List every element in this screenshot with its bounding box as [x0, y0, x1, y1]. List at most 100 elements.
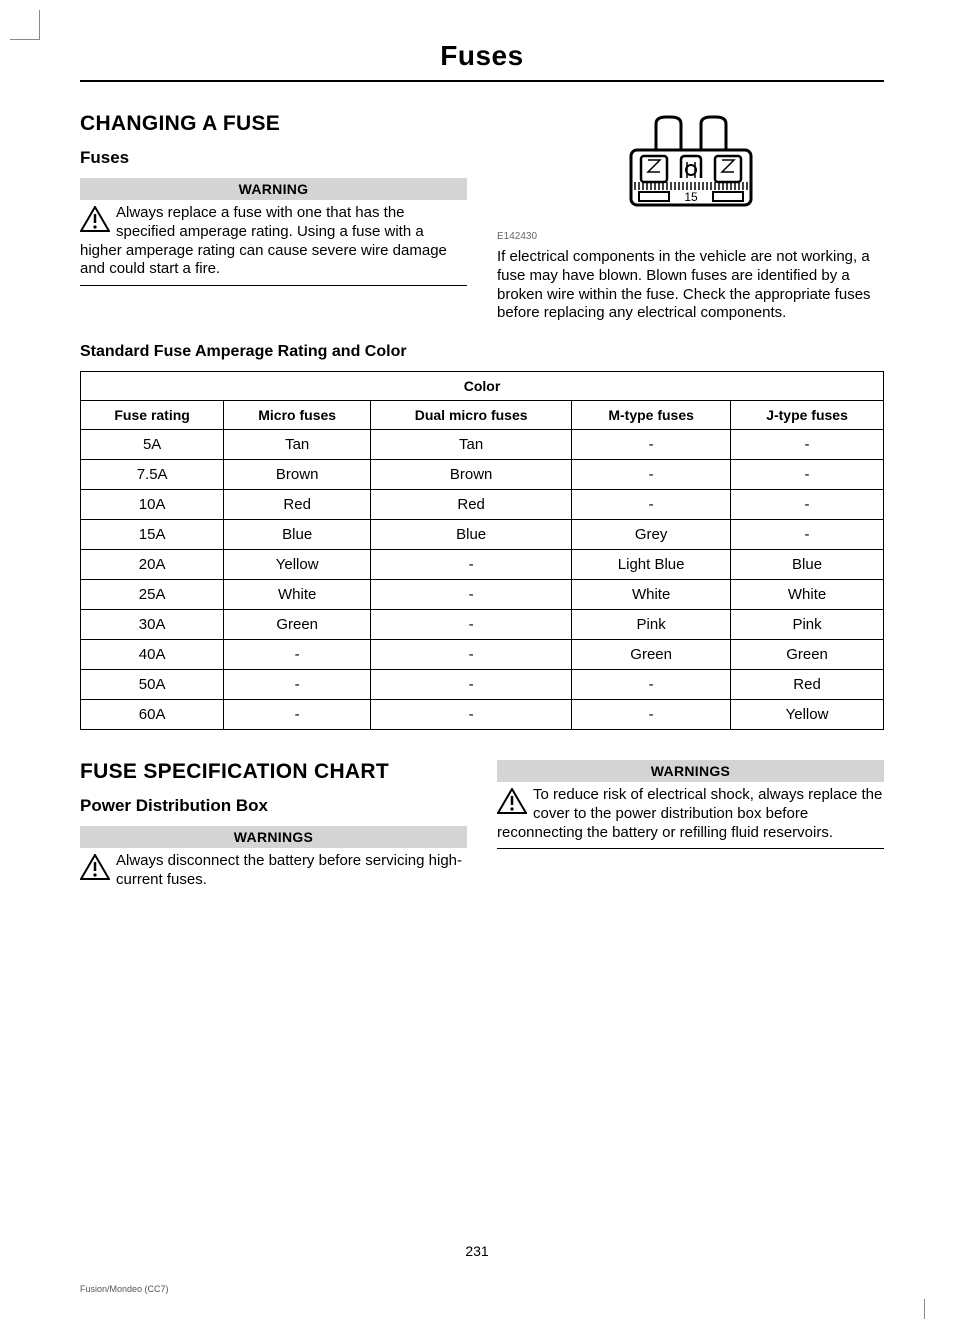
warning-text: Always replace a fuse with one that has …	[80, 204, 447, 277]
table-cell: -	[572, 670, 731, 700]
warning-icon	[80, 206, 110, 238]
table-row: 5ATanTan--	[81, 430, 884, 460]
table-cell: Yellow	[731, 700, 884, 730]
table-cell: -	[731, 490, 884, 520]
table-cell: 60A	[81, 700, 224, 730]
warning-icon	[80, 854, 110, 886]
table-cell: -	[224, 640, 371, 670]
table-row: 25AWhite-WhiteWhite	[81, 580, 884, 610]
table-cell: Green	[572, 640, 731, 670]
warning-left-body: Always disconnect the battery before ser…	[80, 852, 467, 890]
table-row: 60A---Yellow	[81, 700, 884, 730]
table-row: 20AYellow-Light BlueBlue	[81, 550, 884, 580]
table-row: 30AGreen-PinkPink	[81, 610, 884, 640]
warnings-banner-right: WARNINGS	[497, 760, 884, 782]
warning-text: Always disconnect the battery before ser…	[116, 852, 462, 888]
table-cell: Yellow	[224, 550, 371, 580]
warning-icon	[497, 788, 527, 820]
table-cell: 50A	[81, 670, 224, 700]
table-cell: Pink	[572, 610, 731, 640]
table-cell: 5A	[81, 430, 224, 460]
crop-mark	[10, 10, 40, 40]
table-cell: Brown	[371, 460, 572, 490]
col-m-type: M-type fuses	[572, 401, 731, 430]
fuse-color-table: Color Fuse rating Micro fuses Dual micro…	[80, 371, 884, 730]
left-column-lower: FUSE SPECIFICATION CHART Power Distribut…	[80, 760, 467, 890]
upper-columns: CHANGING A FUSE Fuses WARNING Always rep…	[80, 112, 884, 323]
table-cell: -	[224, 700, 371, 730]
page-number: 231	[0, 1243, 954, 1259]
table-cell: Pink	[731, 610, 884, 640]
fuse-rating-label: 15	[684, 190, 698, 204]
table-cell: 25A	[81, 580, 224, 610]
power-dist-subheading: Power Distribution Box	[80, 796, 467, 816]
table-cell: -	[371, 670, 572, 700]
table-super-header: Color	[81, 372, 884, 401]
table-cell: 30A	[81, 610, 224, 640]
table-cell: 15A	[81, 520, 224, 550]
col-dual-micro: Dual micro fuses	[371, 401, 572, 430]
table-cell: Red	[371, 490, 572, 520]
table-cell: -	[572, 700, 731, 730]
col-j-type: J-type fuses	[731, 401, 884, 430]
table-cell: -	[731, 460, 884, 490]
table-cell: White	[731, 580, 884, 610]
table-cell: Tan	[371, 430, 572, 460]
table-cell: -	[371, 580, 572, 610]
table-row: 15ABlueBlueGrey-	[81, 520, 884, 550]
table-cell: -	[224, 670, 371, 700]
warnings-banner-left: WARNINGS	[80, 826, 467, 848]
table-cell: -	[371, 700, 572, 730]
table-heading: Standard Fuse Amperage Rating and Color	[80, 343, 884, 361]
warning-block: Always replace a fuse with one that has …	[80, 204, 467, 286]
table-cell: Grey	[572, 520, 731, 550]
table-cell: -	[572, 490, 731, 520]
table-cell: White	[224, 580, 371, 610]
col-fuse-rating: Fuse rating	[81, 401, 224, 430]
table-cell: 10A	[81, 490, 224, 520]
table-cell: Blue	[224, 520, 371, 550]
fuse-spec-heading: FUSE SPECIFICATION CHART	[80, 760, 467, 784]
table-cell: 40A	[81, 640, 224, 670]
right-column-lower: WARNINGS To reduce risk of electrical sh…	[497, 760, 884, 890]
table-cell: White	[572, 580, 731, 610]
warning-right-block: To reduce risk of electrical shock, alwa…	[497, 786, 884, 849]
warning-right-body: To reduce risk of electrical shock, alwa…	[497, 786, 884, 842]
table-cell: Brown	[224, 460, 371, 490]
table-cell: Tan	[224, 430, 371, 460]
table-cell: -	[371, 610, 572, 640]
col-micro: Micro fuses	[224, 401, 371, 430]
table-cell: -	[572, 430, 731, 460]
table-cell: 20A	[81, 550, 224, 580]
table-cell: -	[371, 550, 572, 580]
table-cell: -	[731, 520, 884, 550]
table-cell: 7.5A	[81, 460, 224, 490]
table-row: 40A--GreenGreen	[81, 640, 884, 670]
table-row: 7.5ABrownBrown--	[81, 460, 884, 490]
table-row: 50A---Red	[81, 670, 884, 700]
footer-label: Fusion/Mondeo (CC7)	[80, 1284, 169, 1294]
left-column: CHANGING A FUSE Fuses WARNING Always rep…	[80, 112, 467, 323]
warning-banner: WARNING	[80, 178, 467, 200]
table-cell: Light Blue	[572, 550, 731, 580]
figure-ref-label: E142430	[497, 231, 884, 242]
fuses-subheading: Fuses	[80, 148, 467, 168]
table-row: 10ARedRed--	[81, 490, 884, 520]
changing-fuse-heading: CHANGING A FUSE	[80, 112, 467, 136]
table-cell: -	[731, 430, 884, 460]
table-cell: Green	[731, 640, 884, 670]
right-column: 15 E142430 If electrical components in t…	[497, 112, 884, 323]
table-cell: Blue	[371, 520, 572, 550]
fuse-explanation-text: If electrical components in the vehicle …	[497, 248, 884, 323]
table-cell: -	[572, 460, 731, 490]
table-cell: -	[371, 640, 572, 670]
table-cell: Red	[224, 490, 371, 520]
table-header-row: Fuse rating Micro fuses Dual micro fuses…	[81, 401, 884, 430]
lower-columns: FUSE SPECIFICATION CHART Power Distribut…	[80, 760, 884, 890]
fuse-diagram: 15 E142430	[497, 112, 884, 242]
table-cell: Blue	[731, 550, 884, 580]
table-cell: Red	[731, 670, 884, 700]
page-title: Fuses	[80, 40, 884, 82]
warning-text: To reduce risk of electrical shock, alwa…	[497, 786, 882, 841]
table-cell: Green	[224, 610, 371, 640]
